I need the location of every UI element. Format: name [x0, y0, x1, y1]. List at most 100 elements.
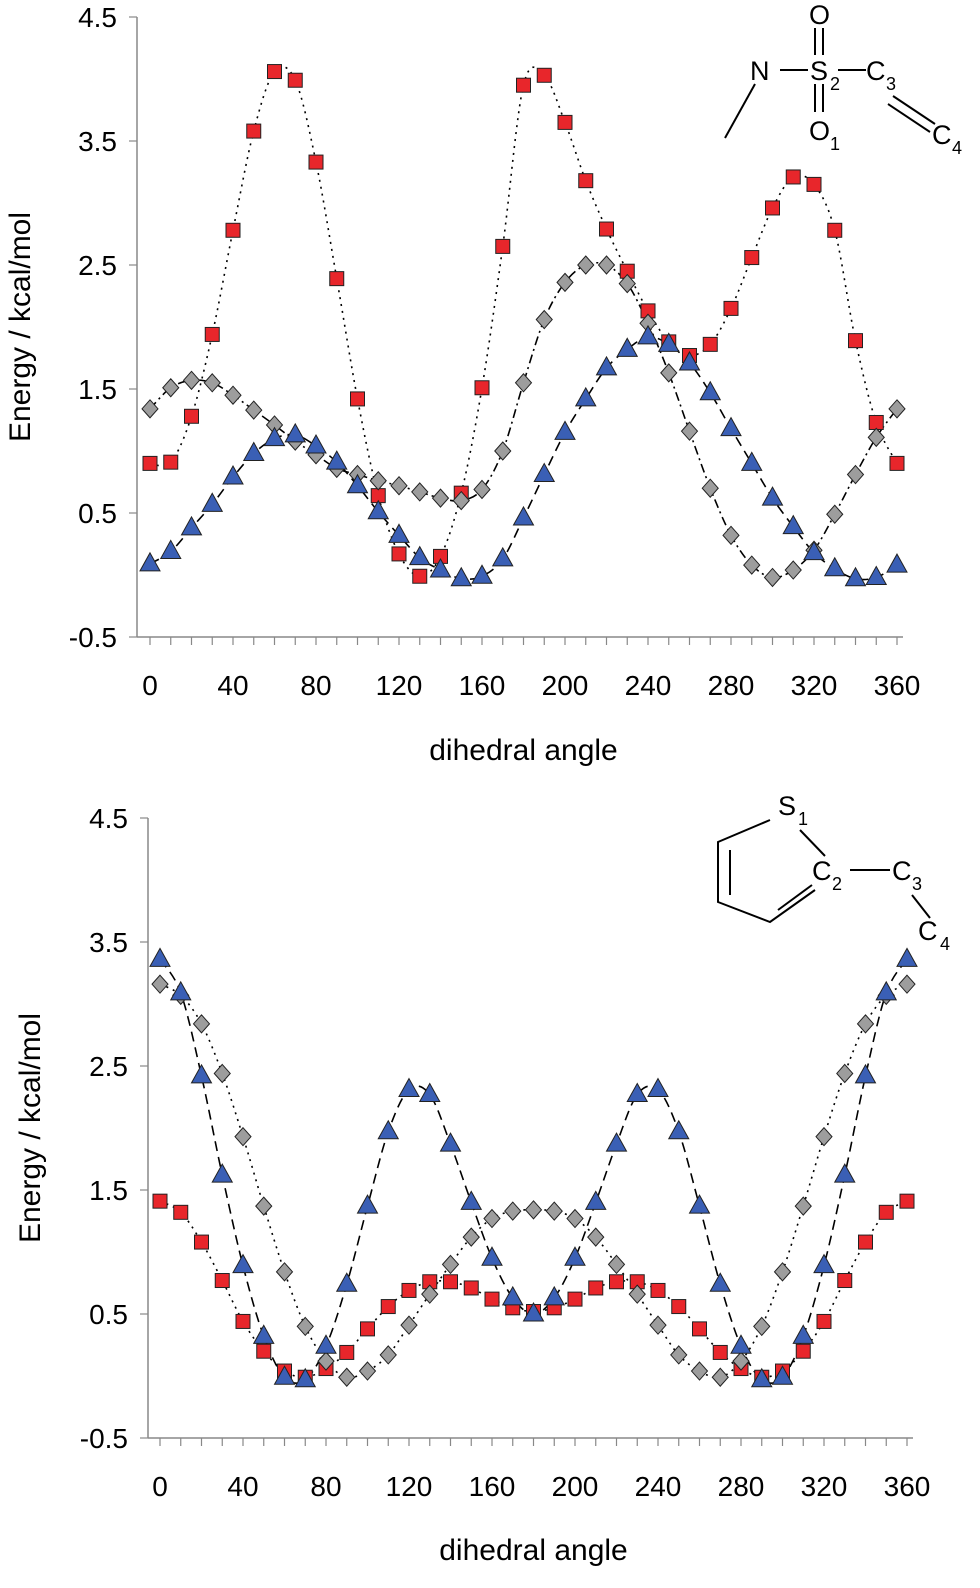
- square-data-point: [267, 64, 282, 80]
- square-data-point: [692, 1321, 707, 1337]
- diamond-data-point: [358, 1361, 377, 1381]
- y-tick-label: 3.5: [89, 927, 128, 958]
- square-data-point: [650, 1282, 666, 1298]
- triangle-data-point: [315, 1334, 337, 1354]
- square-data-point: [173, 1204, 189, 1220]
- triangle-data-point: [149, 947, 171, 967]
- triangle-data-point: [740, 451, 763, 471]
- triangle-data-point: [761, 486, 784, 506]
- x-tick-label: 80: [300, 670, 331, 701]
- diamond-data-point: [535, 309, 553, 330]
- square-data-point: [899, 1193, 915, 1209]
- x-tick-label: 80: [310, 1471, 341, 1502]
- y-tick-label: 0.5: [78, 498, 117, 529]
- triangle-data-point: [252, 1324, 275, 1344]
- triangle-data-point: [554, 420, 576, 440]
- square-data-point: [391, 546, 407, 562]
- diamond-data-point: [794, 1196, 812, 1216]
- atom-s1: S: [778, 791, 796, 821]
- square-data-point: [671, 1299, 687, 1315]
- x-axis-title: dihedral angle: [439, 1534, 627, 1567]
- diamond-data-point: [379, 1345, 397, 1365]
- diamond-data-point: [701, 478, 719, 498]
- diamond-data-point: [566, 1208, 584, 1229]
- diamond-data-point: [234, 1126, 252, 1147]
- square-data-point: [380, 1299, 396, 1315]
- triangle-data-point: [367, 499, 390, 520]
- triangle-data-point: [699, 380, 722, 401]
- ring-double-bond-right: [777, 884, 813, 911]
- diamond-data-point: [690, 1361, 709, 1381]
- square-data-point: [495, 238, 511, 254]
- square-data-point: [287, 72, 303, 88]
- diamond-data-point: [452, 490, 470, 511]
- square-data-point: [184, 408, 199, 424]
- diamond-data-point: [732, 1351, 750, 1371]
- atom-c3: C: [892, 856, 912, 886]
- triangle-data-point: [688, 1194, 711, 1214]
- triangle-data-point: [782, 514, 805, 535]
- square-data-point: [308, 154, 324, 170]
- triangle-data-point: [522, 1301, 545, 1322]
- diamond-data-point: [826, 504, 844, 524]
- diamond-data-point: [369, 471, 387, 491]
- triangle-data-point: [398, 1077, 420, 1098]
- triangle-data-point: [865, 565, 888, 585]
- x-tick-label: 200: [542, 670, 589, 701]
- square-data-point: [152, 1193, 168, 1209]
- atom-o-bottom-subscript: 1: [830, 134, 840, 154]
- triangle-data-point: [356, 1194, 379, 1214]
- ring-bonds: [717, 819, 816, 924]
- square-data-point: [878, 1204, 894, 1220]
- square-data-point: [806, 176, 822, 192]
- triangle-data-point: [211, 1163, 234, 1183]
- diamond-data-point: [545, 1201, 563, 1221]
- diamond-data-point: [473, 479, 491, 500]
- triangle-data-point: [450, 566, 473, 587]
- sulfonamide-structure-diagram: N S 2 O O 1 C 3 C 4: [724, 0, 962, 158]
- triangle-data-point: [388, 523, 410, 543]
- triangle-data-point: [678, 350, 701, 371]
- diamond-data-point: [203, 373, 221, 393]
- series-square-line: [149, 65, 898, 578]
- diamond-data-point: [441, 1254, 460, 1275]
- y-tick-label: -0.5: [80, 1423, 128, 1454]
- diamond-data-point: [660, 363, 678, 383]
- atom-c2: C: [812, 856, 832, 886]
- triangle-data-point: [844, 566, 867, 587]
- diamond-data-point: [587, 1227, 605, 1247]
- square-data-point: [702, 336, 718, 352]
- diamond-data-point: [815, 1126, 833, 1147]
- triangle-data-point: [471, 564, 493, 584]
- atom-n: N: [750, 56, 770, 86]
- square-data-point: [827, 222, 843, 238]
- diamond-data-point: [296, 1316, 314, 1337]
- diamond-data-point: [597, 255, 616, 275]
- x-axis-title: dihedral angle: [429, 734, 617, 767]
- diamond-data-point: [628, 1284, 646, 1304]
- diamond-data-point: [494, 441, 512, 461]
- y-tick-label: -0.5: [69, 622, 117, 653]
- atom-o-bottom: O: [809, 116, 830, 146]
- triangle-data-point: [284, 422, 307, 443]
- triangle-data-point: [896, 947, 918, 967]
- diamond-data-point: [680, 421, 699, 441]
- y-tick-label: 3.5: [78, 126, 117, 157]
- diamond-data-point: [556, 272, 574, 293]
- y-axis-title: Energy / kcal/mol: [4, 212, 37, 442]
- x-tick-label: 120: [386, 1471, 433, 1502]
- triangle-data-point: [792, 1324, 815, 1344]
- triangle-data-point: [637, 324, 659, 345]
- square-data-point: [868, 414, 884, 430]
- square-data-point: [609, 1274, 624, 1290]
- triangle-data-point: [803, 540, 825, 561]
- square-data-point: [360, 1321, 375, 1337]
- y-tick-label: 2.5: [89, 1051, 128, 1082]
- diamond-data-point: [670, 1345, 688, 1365]
- triangle-data-point: [813, 1253, 835, 1274]
- diamond-data-point: [141, 399, 159, 419]
- triangle-data-point: [305, 434, 327, 454]
- diamond-data-point: [462, 1227, 480, 1247]
- square-data-point: [339, 1344, 355, 1360]
- triangle-data-point: [190, 1063, 213, 1084]
